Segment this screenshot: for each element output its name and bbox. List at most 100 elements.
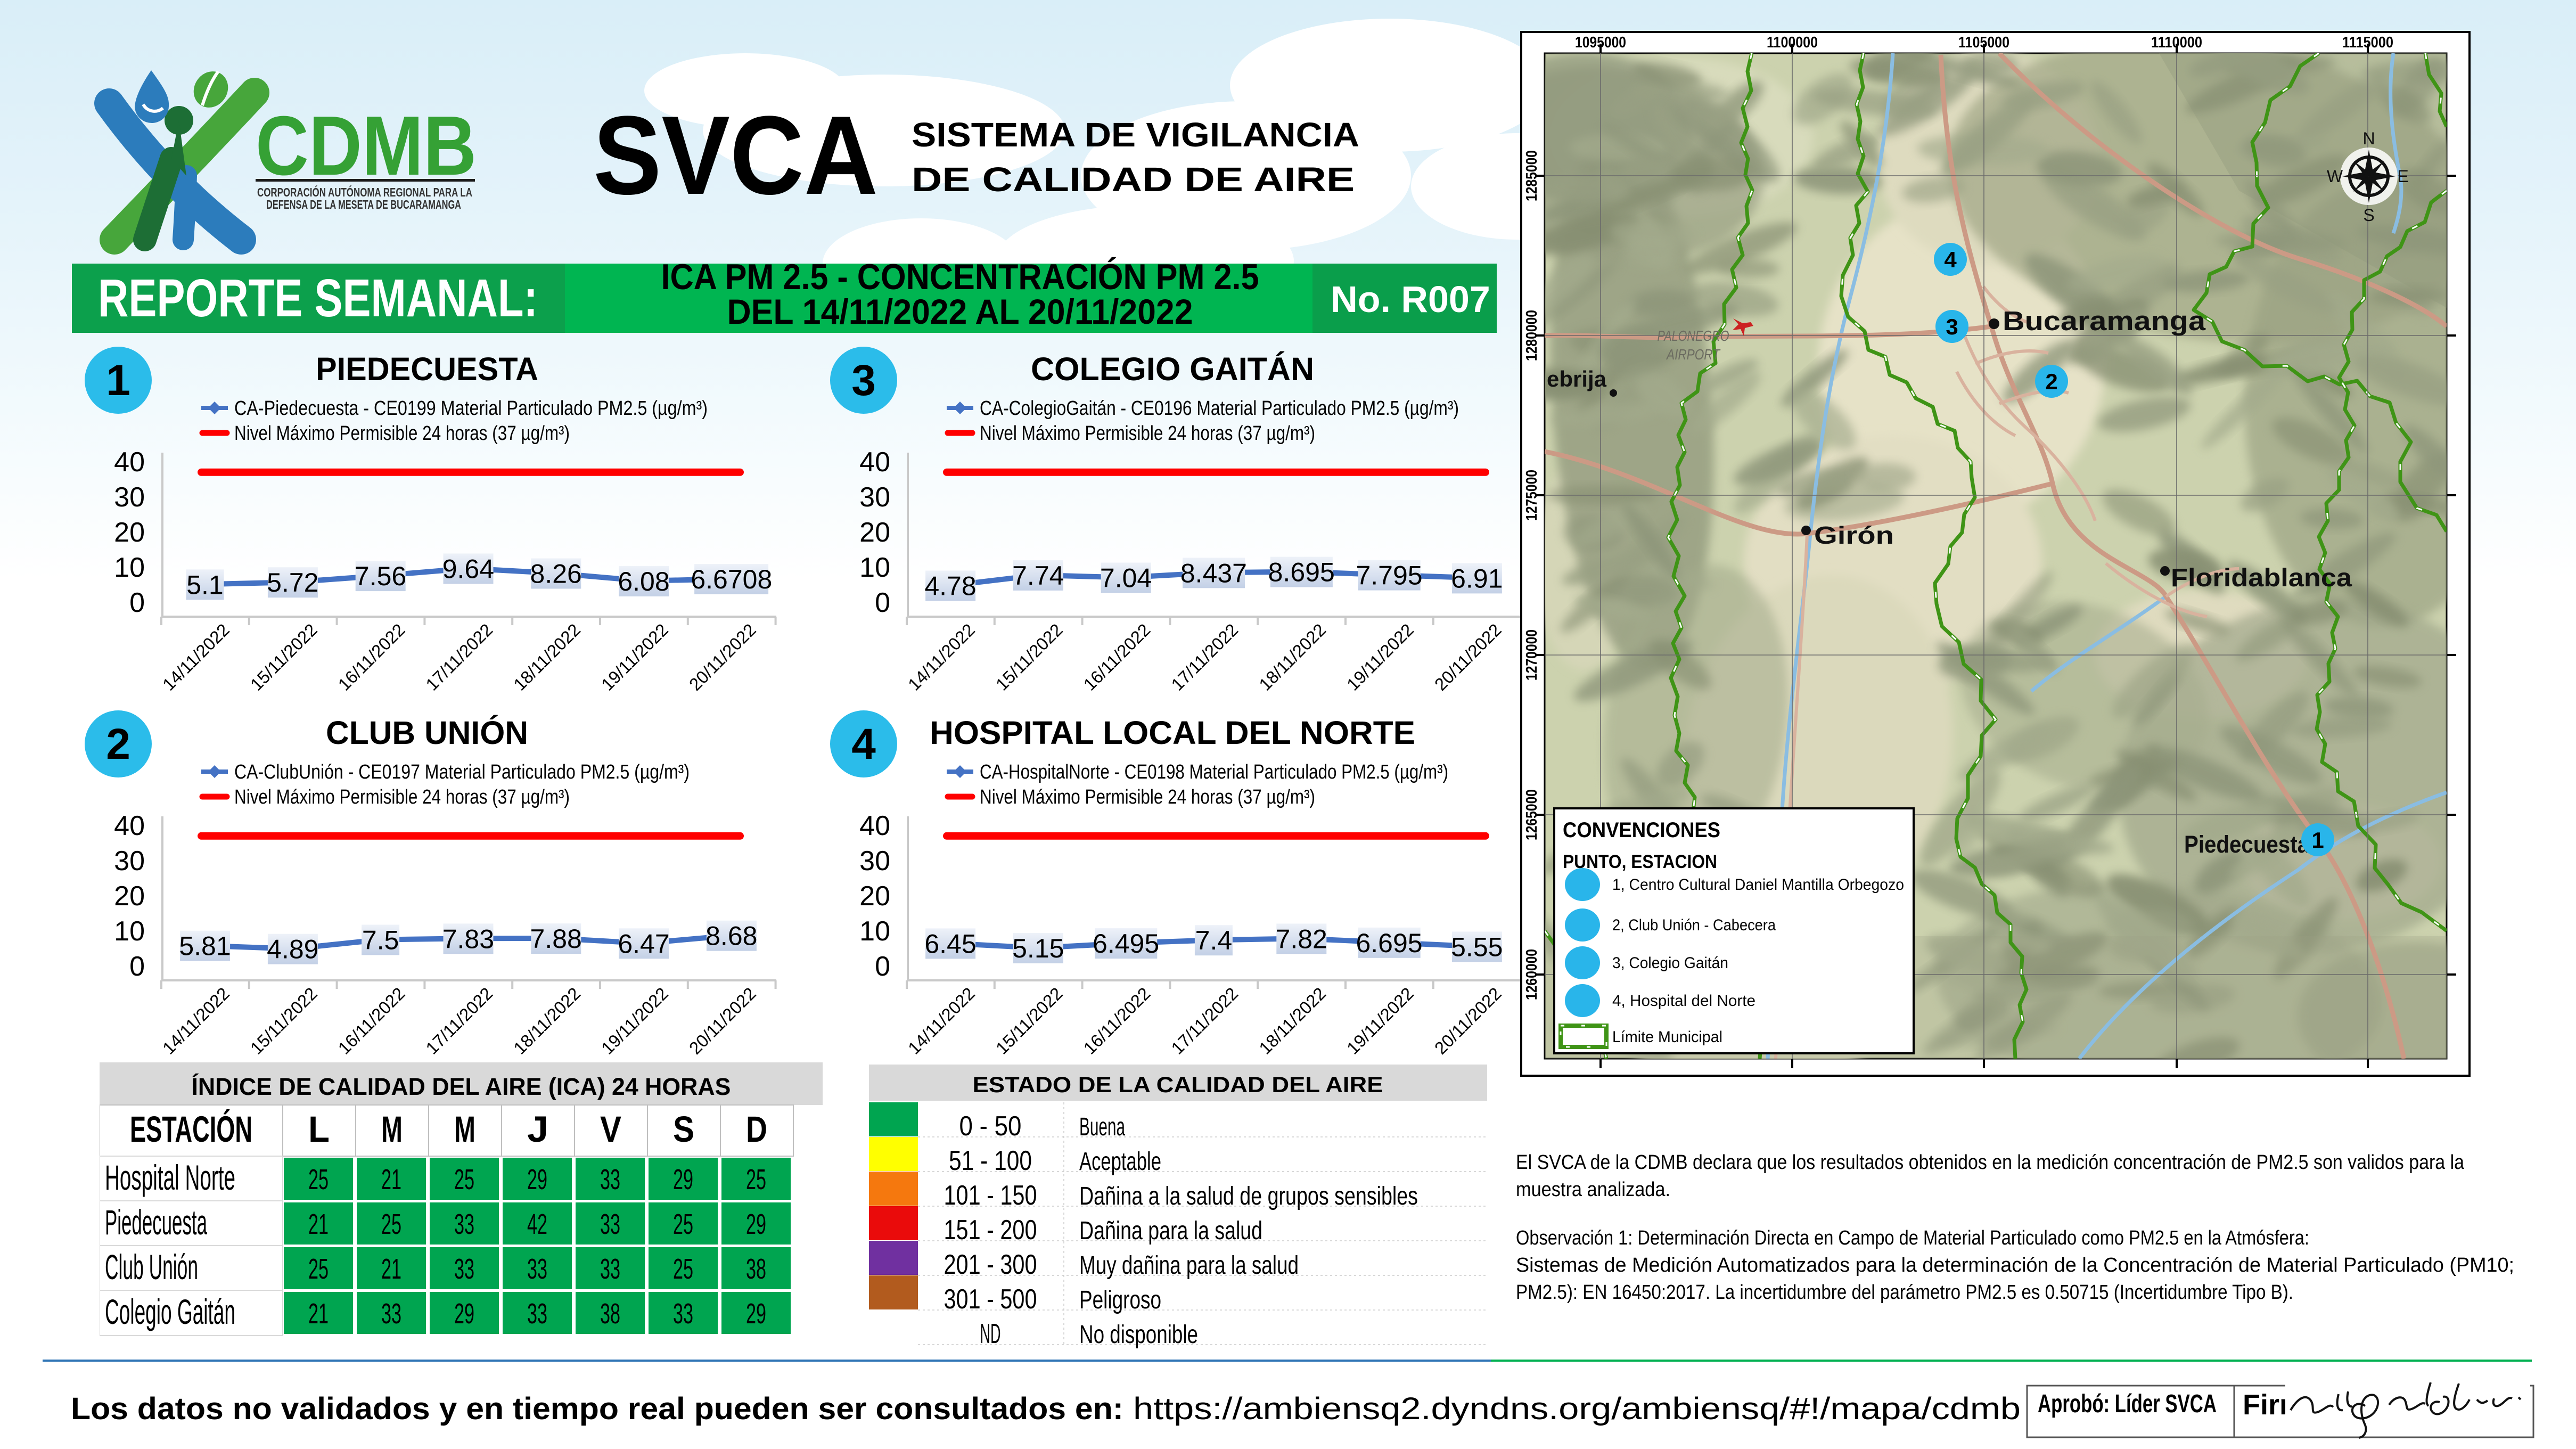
svg-text:38: 38 [746,1253,766,1285]
svg-text:18/11/2022: 18/11/2022 [1255,620,1330,694]
svg-text:10: 10 [859,552,890,583]
svg-text:1115000: 1115000 [2342,34,2393,51]
svg-text:Dañina para la salud: Dañina para la salud [1079,1217,1262,1245]
svg-text:33: 33 [673,1298,693,1330]
svg-text:Hospital Norte: Hospital Norte [105,1158,235,1197]
svg-text:1275000: 1275000 [1523,470,1540,521]
svg-text:6.47: 6.47 [618,929,669,959]
svg-text:Aceptable: Aceptable [1079,1148,1161,1176]
svg-text:HOSPITAL LOCAL DEL NORTE: HOSPITAL LOCAL DEL NORTE [930,715,1415,751]
svg-text:CORPORACIÓN AUTÓNOMA REGIONAL: CORPORACIÓN AUTÓNOMA REGIONAL PARA LA [257,185,472,199]
svg-text:7.74: 7.74 [1012,561,1064,591]
svg-text:PIEDECUESTA: PIEDECUESTA [316,351,538,387]
svg-text:N: N [2362,129,2375,148]
svg-text:2: 2 [2045,369,2057,394]
svg-text:30: 30 [859,482,890,513]
svg-text:15/11/2022: 15/11/2022 [992,984,1067,1058]
svg-text:0: 0 [875,587,890,618]
svg-text:1265000: 1265000 [1523,789,1540,840]
svg-text:Sistemas de Medición Automatiz: Sistemas de Medición Automatizados para … [1516,1254,2514,1276]
svg-text:33: 33 [527,1298,547,1330]
svg-text:7.5: 7.5 [362,926,399,955]
svg-text:PUNTO, ESTACION: PUNTO, ESTACION [1563,852,1717,872]
svg-text:CA-ClubUnión - CE0197 Material: CA-ClubUnión - CE0197 Material Particula… [234,761,690,783]
svg-text:8.437: 8.437 [1180,558,1247,588]
svg-text:101 - 150: 101 - 150 [944,1180,1037,1211]
svg-text:7.4: 7.4 [1195,926,1233,955]
svg-text:5.15: 5.15 [1012,934,1064,963]
svg-text:PALONEGRO: PALONEGRO [1658,328,1729,344]
svg-text:ND: ND [980,1319,1001,1349]
svg-text:4: 4 [1944,247,1957,272]
svg-text:Bucaramanga: Bucaramanga [2003,306,2206,336]
svg-text:1280000: 1280000 [1523,310,1540,361]
svg-text:14/11/2022: 14/11/2022 [904,984,979,1058]
svg-text:W: W [2327,167,2343,186]
svg-text:19/11/2022: 19/11/2022 [1343,620,1417,694]
svg-text:17/11/2022: 17/11/2022 [1167,620,1242,694]
svg-text:https://ambiensq2.dyndns.org/a: https://ambiensq2.dyndns.org/ambiensq/#!… [1133,1391,2021,1426]
svg-text:6.495: 6.495 [1093,929,1159,959]
svg-text:40: 40 [859,447,890,478]
svg-text:1: 1 [2311,828,2324,853]
svg-text:2, Club Unión - Cabecera: 2, Club Unión - Cabecera [1612,916,1776,934]
svg-text:4: 4 [851,720,876,768]
svg-text:ICA PM 2.5 - CONCENTRACIÓN PM: ICA PM 2.5 - CONCENTRACIÓN PM 2.5 [661,257,1259,297]
svg-text:7.83: 7.83 [442,924,494,954]
svg-text:6.08: 6.08 [618,567,669,596]
svg-text:1: 1 [106,356,130,405]
svg-text:301 - 500: 301 - 500 [944,1284,1037,1315]
svg-text:6.6708: 6.6708 [691,564,772,594]
svg-text:33: 33 [454,1208,474,1240]
svg-text:1105000: 1105000 [1958,34,2009,51]
svg-text:25: 25 [673,1208,693,1240]
svg-text:10: 10 [114,916,145,947]
svg-text:Aprobó: Líder SVCA: Aprobó: Líder SVCA [2038,1390,2217,1418]
svg-text:33: 33 [454,1253,474,1285]
svg-text:30: 30 [114,846,145,877]
svg-text:18/11/2022: 18/11/2022 [510,620,584,694]
svg-text:30: 30 [859,846,890,877]
svg-text:20: 20 [114,517,145,548]
svg-text:muestra analizada.: muestra analizada. [1516,1178,1670,1201]
svg-text:DE CALIDAD DE AIRE: DE CALIDAD DE AIRE [912,160,1355,199]
svg-text:CA-ColegioGaitán - CE0196 Mate: CA-ColegioGaitán - CE0196 Material Parti… [980,397,1459,420]
svg-text:Observación 1: Determinación D: Observación 1: Determinación Directa en … [1516,1227,2309,1249]
svg-text:38: 38 [600,1298,620,1330]
svg-text:Piedecuesta: Piedecuesta [105,1202,207,1242]
svg-text:33: 33 [381,1298,401,1330]
svg-text:20/11/2022: 20/11/2022 [1431,984,1505,1058]
svg-text:17/11/2022: 17/11/2022 [1167,984,1242,1058]
svg-text:CA-HospitalNorte - CE0198 Mate: CA-HospitalNorte - CE0198 Material Parti… [980,761,1448,783]
svg-text:1260000: 1260000 [1523,949,1540,1000]
svg-text:16/11/2022: 16/11/2022 [334,620,409,694]
svg-text:14/11/2022: 14/11/2022 [159,984,233,1058]
svg-text:21: 21 [381,1164,401,1196]
svg-text:CDMB: CDMB [256,99,477,193]
svg-text:8.68: 8.68 [705,921,757,951]
svg-text:9.64: 9.64 [442,554,494,584]
svg-text:0: 0 [129,587,145,618]
svg-text:No. R007: No. R007 [1331,279,1490,320]
svg-text:3, Colegio Gaitán: 3, Colegio Gaitán [1612,954,1728,972]
svg-text:S: S [673,1109,694,1150]
svg-text:1100000: 1100000 [1767,34,1818,51]
svg-text:20: 20 [114,881,145,912]
svg-text:29: 29 [673,1164,693,1196]
svg-text:5.72: 5.72 [267,568,318,597]
svg-text:Club Unión: Club Unión [105,1247,198,1287]
svg-text:33: 33 [600,1208,620,1240]
svg-text:COLEGIO GAITÁN: COLEGIO GAITÁN [1031,351,1314,387]
svg-text:25: 25 [308,1164,329,1196]
svg-text:Nivel Máximo Permisible 24 hor: Nivel Máximo Permisible 24 horas (37 µg/… [234,422,570,445]
svg-text:6.45: 6.45 [924,929,976,959]
svg-text:ESTACIÓN: ESTACIÓN [130,1109,252,1150]
svg-text:Muy dañina para la salud: Muy dañina para la salud [1079,1251,1299,1280]
svg-text:33: 33 [600,1164,620,1196]
svg-text:M: M [454,1109,475,1150]
svg-text:0 - 50: 0 - 50 [959,1111,1022,1142]
svg-text:Floridablanca: Floridablanca [2171,564,2352,592]
svg-text:40: 40 [114,447,145,478]
svg-text:51 - 100: 51 - 100 [949,1145,1032,1176]
svg-text:19/11/2022: 19/11/2022 [597,620,672,694]
